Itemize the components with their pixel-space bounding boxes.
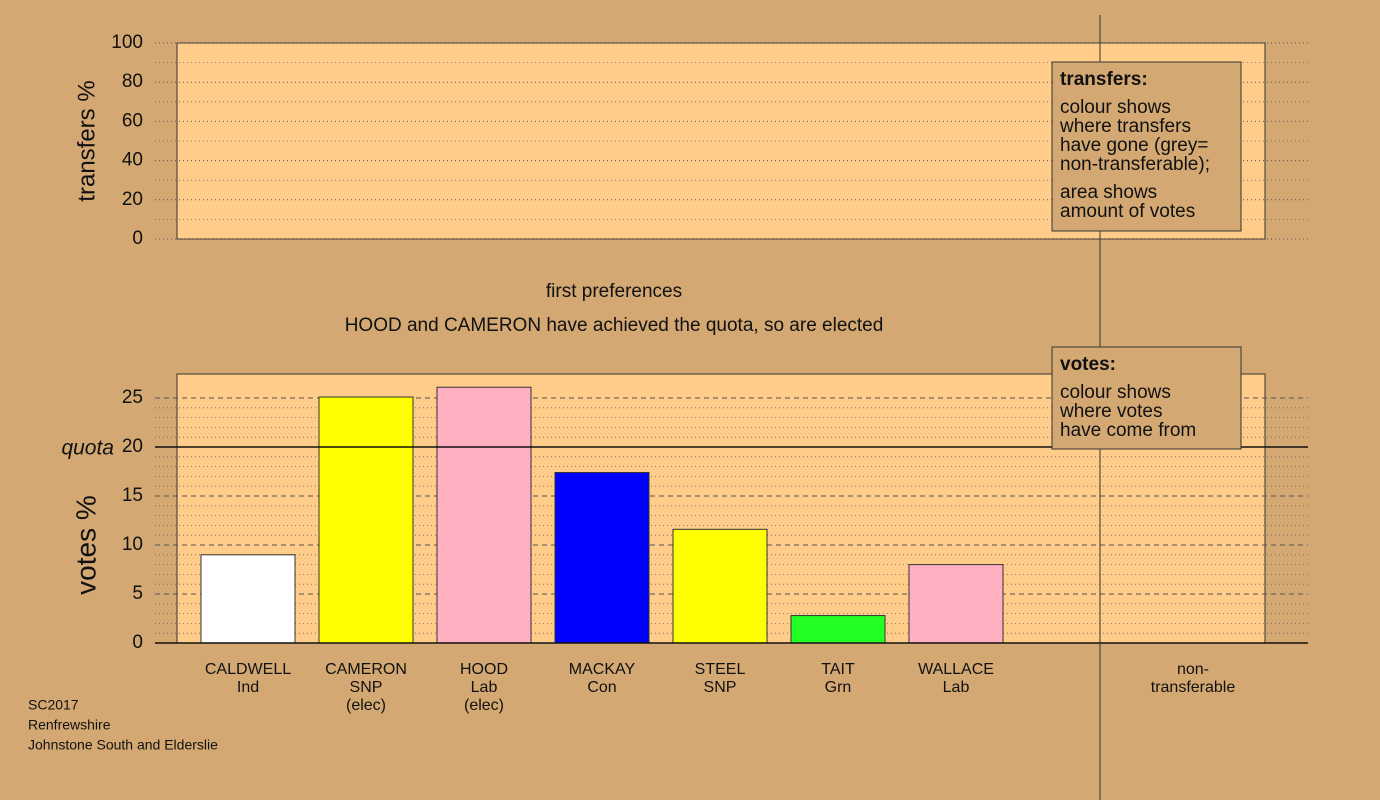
chart-title: first preferences xyxy=(546,281,682,302)
legend-text: colour shows xyxy=(1060,97,1171,118)
footer-text: SC2017 xyxy=(28,697,79,713)
y-tick-label: 100 xyxy=(111,32,143,53)
x-tick-label: Lab xyxy=(943,679,970,696)
x-tick-label: transferable xyxy=(1151,679,1236,696)
legend-box xyxy=(1051,61,1242,232)
y-tick-label: 20 xyxy=(122,436,143,457)
y-tick-label: 5 xyxy=(132,583,143,604)
x-tick-label: TAIT xyxy=(821,661,855,678)
bar xyxy=(554,471,650,644)
legend-text: where votes xyxy=(1059,401,1162,422)
x-tick-label: MACKAY xyxy=(569,661,636,678)
bar xyxy=(200,554,296,644)
legend-title: transfers: xyxy=(1060,69,1148,90)
legend-text: area shows xyxy=(1060,182,1157,203)
x-tick-label: (elec) xyxy=(464,697,504,714)
footer-text: Johnstone South and Elderslie xyxy=(28,737,218,753)
x-tick-label: HOOD xyxy=(460,661,508,678)
legend-text: non-transferable); xyxy=(1060,154,1210,175)
y-tick-label: 20 xyxy=(122,189,143,210)
y-tick-label: 15 xyxy=(122,485,143,506)
y-tick-label: 25 xyxy=(122,387,143,408)
x-tick-label: Lab xyxy=(471,679,498,696)
y-tick-label: 80 xyxy=(122,71,143,92)
y-axis-label: votes % xyxy=(70,495,101,595)
bar xyxy=(672,528,768,644)
legend-box xyxy=(1051,346,1242,450)
legend-text: where transfers xyxy=(1059,116,1191,137)
x-tick-label: CALDWELL xyxy=(205,661,291,678)
y-tick-label: 60 xyxy=(122,110,143,131)
footer-text: Renfrewshire xyxy=(28,717,111,733)
x-tick-label: STEEL xyxy=(695,661,746,678)
bar xyxy=(436,386,532,644)
bar xyxy=(318,396,414,644)
x-tick-label: (elec) xyxy=(346,697,386,714)
y-tick-label: 0 xyxy=(132,632,143,653)
chart-subtitle: HOOD and CAMERON have achieved the quota… xyxy=(345,315,884,336)
legend-text: have gone (grey= xyxy=(1060,135,1208,156)
x-tick-label: SNP xyxy=(350,679,383,696)
x-tick-label: Grn xyxy=(825,679,852,696)
x-tick-label: non- xyxy=(1177,661,1209,678)
legend-title: votes: xyxy=(1060,354,1116,375)
legend-text: have come from xyxy=(1060,420,1196,441)
legend-text: colour shows xyxy=(1060,382,1171,403)
legend-text: amount of votes xyxy=(1060,201,1195,222)
x-tick-label: Con xyxy=(587,679,616,696)
x-tick-label: WALLACE xyxy=(918,661,994,678)
y-tick-label: 10 xyxy=(122,534,143,555)
x-tick-label: CAMERON xyxy=(325,661,407,678)
bar xyxy=(790,615,886,644)
y-tick-label: 0 xyxy=(132,228,143,249)
x-tick-label: Ind xyxy=(237,679,259,696)
bar xyxy=(908,564,1004,644)
y-axis-label: transfers % xyxy=(73,80,100,201)
x-tick-label: SNP xyxy=(704,679,737,696)
y-tick-label: 40 xyxy=(122,150,143,171)
quota-label: quota xyxy=(61,437,114,460)
